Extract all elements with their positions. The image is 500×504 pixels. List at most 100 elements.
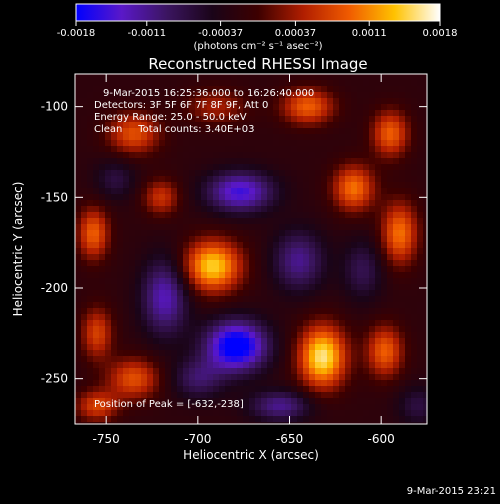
heatmap-cell	[207, 314, 214, 321]
heatmap-cell	[153, 158, 160, 165]
heatmap-cell	[219, 350, 226, 357]
heatmap-cell	[261, 74, 268, 81]
heatmap-cell	[423, 188, 427, 195]
heatmap-cell	[339, 86, 346, 93]
heatmap-cell	[81, 302, 88, 309]
heatmap-cell	[171, 386, 178, 393]
heatmap-cell	[393, 386, 400, 393]
heatmap-cell	[363, 308, 370, 315]
heatmap-cell	[321, 404, 328, 411]
heatmap-cell	[333, 230, 340, 237]
heatmap-cell	[357, 86, 364, 93]
heatmap-cell	[159, 194, 166, 201]
heatmap-cell	[117, 386, 124, 393]
heatmap-cell	[231, 176, 238, 183]
heatmap-cell	[411, 410, 418, 417]
heatmap-cell	[81, 332, 88, 339]
heatmap-cell	[117, 338, 124, 345]
heatmap-cell	[291, 122, 298, 129]
heatmap-cell	[405, 368, 412, 375]
heatmap-cell	[201, 308, 208, 315]
heatmap-cell	[177, 410, 184, 417]
heatmap-cell	[333, 146, 340, 153]
heatmap-cell	[411, 152, 418, 159]
heatmap-cell	[309, 386, 316, 393]
heatmap-cell	[75, 188, 82, 195]
heatmap-cell	[285, 260, 292, 267]
heatmap-cell	[111, 260, 118, 267]
heatmap-cell	[201, 368, 208, 375]
heatmap-cell	[363, 188, 370, 195]
heatmap-cell	[285, 314, 292, 321]
heatmap-cell	[321, 380, 328, 387]
heatmap-cell	[399, 410, 406, 417]
heatmap-cell	[207, 74, 214, 81]
heatmap-cell	[243, 74, 250, 81]
heatmap-cell	[237, 404, 244, 411]
heatmap-cell	[177, 194, 184, 201]
heatmap-cell	[243, 98, 250, 105]
heatmap-cell	[309, 188, 316, 195]
heatmap-cell	[237, 152, 244, 159]
heatmap-cell	[129, 308, 136, 315]
heatmap-cell	[351, 194, 358, 201]
heatmap-cell	[321, 362, 328, 369]
heatmap-cell	[279, 134, 286, 141]
heatmap-cell	[351, 284, 358, 291]
heatmap-cell	[405, 194, 412, 201]
heatmap-cell	[267, 116, 274, 123]
heatmap-cell	[237, 422, 244, 424]
heatmap-cell	[327, 290, 334, 297]
heatmap-cell	[207, 338, 214, 345]
heatmap-cell	[273, 338, 280, 345]
heatmap-cell	[219, 104, 226, 111]
heatmap-cell	[267, 134, 274, 141]
heatmap-cell	[387, 194, 394, 201]
heatmap-cell	[357, 116, 364, 123]
heatmap-cell	[183, 74, 190, 81]
heatmap-cell	[423, 146, 427, 153]
heatmap-cell	[111, 290, 118, 297]
heatmap-cell	[129, 368, 136, 375]
heatmap-cell	[159, 368, 166, 375]
heatmap-cell	[417, 212, 424, 219]
heatmap-cell	[363, 80, 370, 87]
heatmap-cell	[99, 356, 106, 363]
heatmap-cell	[405, 356, 412, 363]
heatmap-cell	[207, 230, 214, 237]
heatmap-cell	[285, 422, 292, 424]
heatmap-cell	[147, 392, 154, 399]
heatmap-cell	[393, 314, 400, 321]
heatmap-cell	[315, 242, 322, 249]
heatmap-cell	[183, 98, 190, 105]
heatmap-cell	[87, 320, 94, 327]
heatmap-cell	[423, 98, 427, 105]
heatmap-cell	[255, 350, 262, 357]
heatmap-cell	[249, 278, 256, 285]
heatmap-cell	[243, 110, 250, 117]
heatmap-cell	[375, 320, 382, 327]
heatmap-cell	[153, 242, 160, 249]
heatmap-cell	[303, 134, 310, 141]
heatmap-cell	[297, 422, 304, 424]
heatmap-cell	[333, 314, 340, 321]
heatmap-cell	[327, 410, 334, 417]
heatmap-cell	[243, 416, 250, 423]
heatmap-cell	[219, 284, 226, 291]
heatmap-cell	[297, 194, 304, 201]
heatmap-cell	[375, 80, 382, 87]
heatmap-cell	[279, 230, 286, 237]
heatmap-cell	[165, 392, 172, 399]
heatmap-cell	[249, 326, 256, 333]
heatmap-cell	[81, 254, 88, 261]
heatmap-cell	[327, 350, 334, 357]
heatmap-cell	[405, 182, 412, 189]
heatmap-cell	[171, 194, 178, 201]
heatmap-cell	[381, 260, 388, 267]
heatmap-cell	[261, 218, 268, 225]
heatmap-cell	[189, 290, 196, 297]
heatmap-cell	[81, 218, 88, 225]
heatmap-cell	[321, 332, 328, 339]
heatmap-cell	[285, 296, 292, 303]
heatmap-cell	[291, 206, 298, 213]
